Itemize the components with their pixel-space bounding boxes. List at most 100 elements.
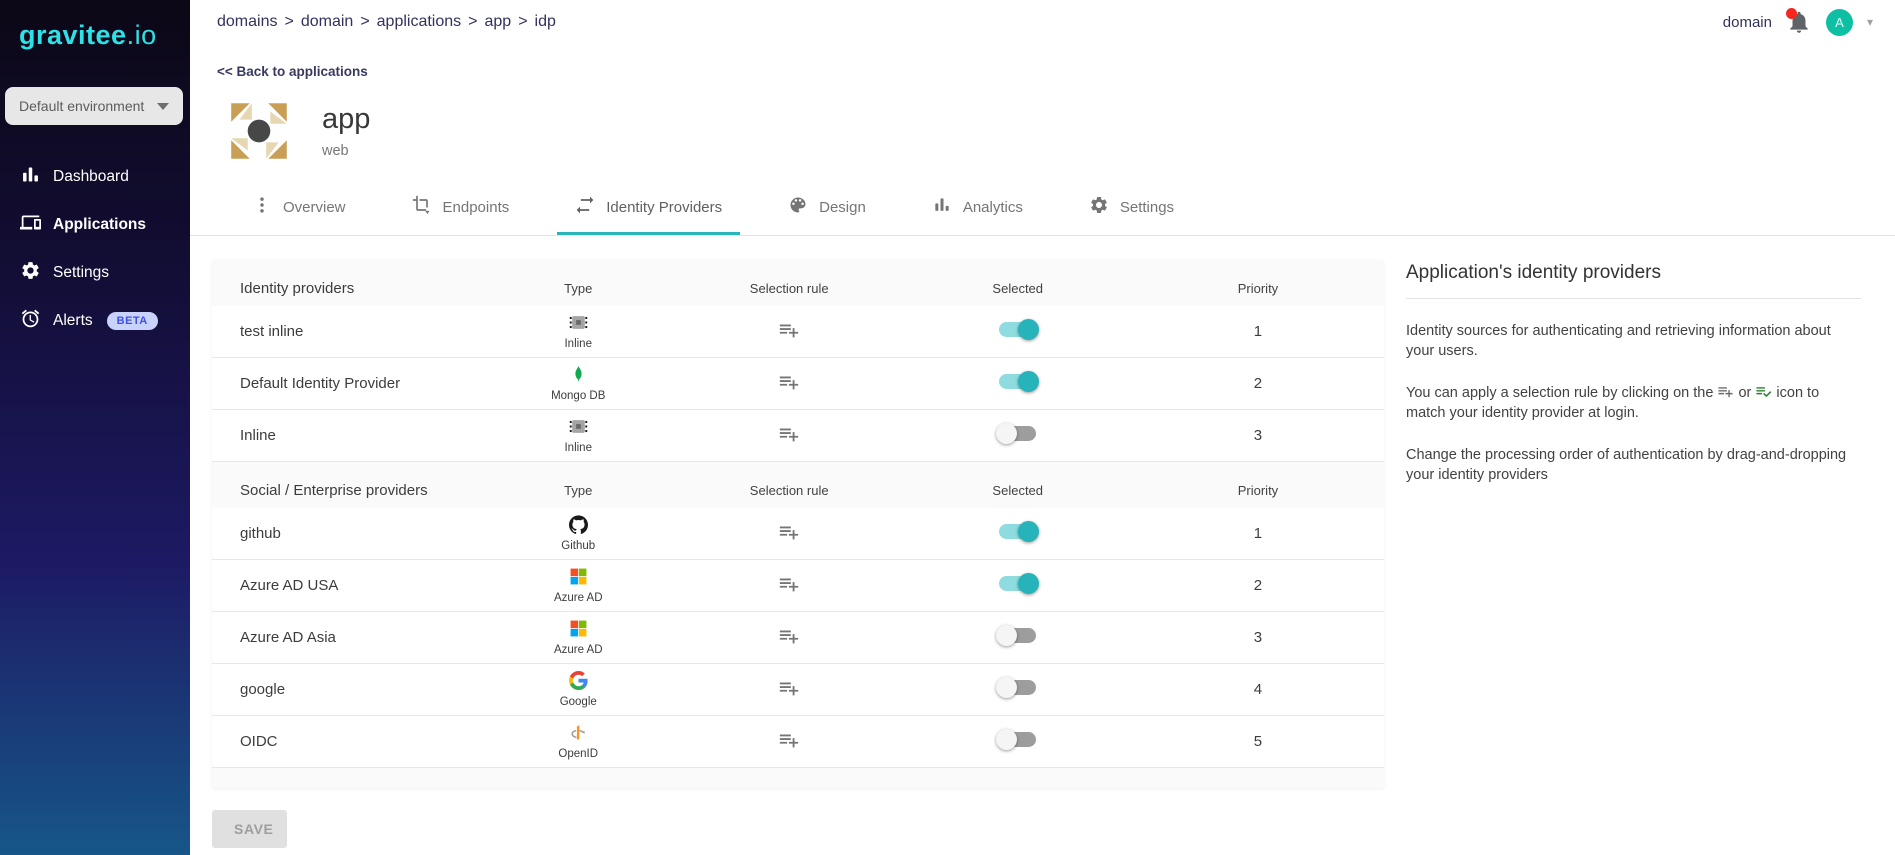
idp-name: github <box>240 525 281 542</box>
environment-select[interactable]: Default environment <box>5 87 183 125</box>
tab-analytics[interactable]: Analytics <box>914 183 1041 235</box>
app-subtitle: web <box>322 143 349 159</box>
selection-rule-button[interactable] <box>776 675 802 704</box>
breadcrumb-idp[interactable]: idp <box>534 13 556 30</box>
table-row[interactable]: google Google 4 <box>212 664 1384 716</box>
idp-type: OpenID <box>482 723 675 760</box>
table-header-row: Identity providers Type Selection rule Sele… <box>212 276 1384 306</box>
selection-rule-button[interactable] <box>776 727 802 756</box>
domain-label[interactable]: domain <box>1722 13 1772 31</box>
column-header: Priority <box>1237 482 1279 498</box>
idp-type-label: Inline <box>564 338 592 350</box>
sidebar-item-applications[interactable]: Applications <box>0 201 190 249</box>
more-vert-icon <box>252 195 272 219</box>
notifications-button[interactable] <box>1785 8 1812 35</box>
column-header: Identity providers <box>240 279 355 297</box>
breadcrumb-separator: > <box>468 13 478 30</box>
selected-toggle[interactable] <box>996 676 1037 698</box>
sidebar-item-settings[interactable]: Settings <box>0 249 190 297</box>
tab-endpoints[interactable]: Endpoints <box>394 183 528 235</box>
content-row: Identity providers Type Selection rule Sele… <box>190 236 1895 788</box>
help-panel-title: Application's identity providers <box>1406 262 1661 283</box>
github-icon <box>568 515 588 539</box>
selected-toggle[interactable] <box>996 728 1037 750</box>
breadcrumb-app[interactable]: app <box>484 13 512 30</box>
idp-name: google <box>240 681 286 698</box>
selected-toggle[interactable] <box>996 422 1037 444</box>
playlist-add-icon <box>778 324 800 344</box>
selection-rule-button[interactable] <box>776 519 802 548</box>
azure-ad-icon <box>569 567 588 591</box>
selection-rule-button[interactable] <box>776 317 802 346</box>
priority-value: 2 <box>1253 375 1263 392</box>
tab-overview[interactable]: Overview <box>234 183 364 235</box>
selected-toggle[interactable] <box>996 624 1037 646</box>
selected-toggle[interactable] <box>999 370 1040 392</box>
mongodb-icon <box>569 365 588 389</box>
azure-ad-icon <box>569 619 588 643</box>
idp-type: Inline <box>482 417 675 454</box>
idp-type-label: Azure AD <box>553 592 603 604</box>
help-paragraph-1: Identity sources for authenticating and … <box>1406 323 1831 359</box>
notification-dot <box>1785 8 1797 19</box>
sidebar-item-dashboard[interactable]: Dashboard <box>0 153 190 201</box>
column-header: Priority <box>1237 280 1279 296</box>
gravitee-logo: gravitee.io <box>19 20 157 50</box>
playlist-add-icon <box>778 376 800 396</box>
breadcrumb-separator: > <box>284 13 294 30</box>
tab-identity-providers[interactable]: Identity Providers <box>557 183 741 235</box>
openid-icon <box>569 723 588 747</box>
save-button[interactable]: SAVE <box>212 810 287 848</box>
inline-icon <box>569 313 588 337</box>
gear-icon <box>1089 195 1109 219</box>
selection-rule-button[interactable] <box>776 369 802 398</box>
back-to-applications-link[interactable]: << Back to applications <box>217 64 368 79</box>
environment-select-value: Default environment <box>19 98 145 114</box>
app-title-block: app web <box>322 103 370 159</box>
priority-value: 3 <box>1253 427 1263 444</box>
beta-badge: BETA <box>106 312 158 330</box>
idp-type: Google <box>482 671 675 708</box>
idp-type-label: Azure AD <box>553 644 603 656</box>
breadcrumb-applications[interactable]: applications <box>376 13 462 30</box>
table-row[interactable]: OIDC OpenID 5 <box>212 716 1384 768</box>
breadcrumb-separator: > <box>360 13 370 30</box>
tab-design[interactable]: Design <box>770 183 884 235</box>
topbar: domains > domain > applications > app > … <box>190 0 1895 36</box>
breadcrumb-domain[interactable]: domain <box>300 13 354 30</box>
sidebar-item-alerts[interactable]: Alerts BETA <box>0 297 190 345</box>
page-title: app <box>322 103 371 135</box>
tab-settings[interactable]: Settings <box>1071 183 1192 235</box>
sidebar: gravitee.io Default environment Dashboar… <box>0 0 190 855</box>
playlist-check-icon <box>1755 385 1772 401</box>
table-row[interactable]: Azure AD USA Azure AD 2 <box>212 560 1384 612</box>
breadcrumb: domains > domain > applications > app > … <box>217 13 556 31</box>
table-row[interactable]: github Github 1 <box>212 508 1384 560</box>
idp-table-section: Identity providers Type Selection rule Sele… <box>212 276 1384 462</box>
topbar-right: domain A ▾ <box>1722 8 1873 36</box>
avatar[interactable]: A <box>1825 8 1853 36</box>
selection-rule-button[interactable] <box>776 571 802 600</box>
idp-type: Mongo DB <box>482 365 675 402</box>
selection-rule-button[interactable] <box>776 623 802 652</box>
inline-icon <box>569 417 588 441</box>
table-row[interactable]: Azure AD Asia Azure AD 3 <box>212 612 1384 664</box>
idp-table-section: Social / Enterprise providers Type Selecti… <box>212 478 1384 768</box>
table-row[interactable]: Inline Inline 3 <box>212 410 1384 462</box>
bar-chart-icon <box>932 195 952 219</box>
sidebar-item-label: Applications <box>53 216 147 233</box>
idp-name: Azure AD USA <box>240 577 339 594</box>
selected-toggle[interactable] <box>999 572 1040 594</box>
selection-rule-button[interactable] <box>776 421 802 450</box>
help-panel: Application's identity providers Identit… <box>1406 260 1869 485</box>
breadcrumb-domains[interactable]: domains <box>217 13 278 30</box>
priority-value: 1 <box>1253 525 1263 542</box>
table-row[interactable]: test inline Inline 1 <box>212 306 1384 358</box>
chevron-down-icon[interactable]: ▾ <box>1866 15 1873 29</box>
selected-toggle[interactable] <box>999 318 1040 340</box>
idp-type: Azure AD <box>482 567 675 604</box>
table-row[interactable]: Default Identity Provider Mongo DB 2 <box>212 358 1384 410</box>
playlist-add-icon <box>778 682 800 702</box>
selected-toggle[interactable] <box>999 520 1040 542</box>
